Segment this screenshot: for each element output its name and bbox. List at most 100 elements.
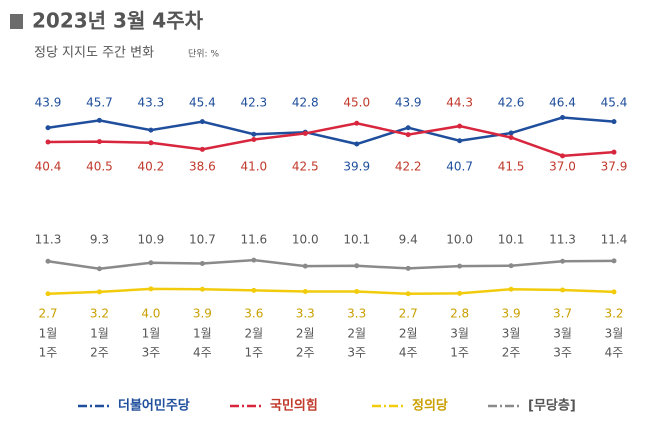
x-tick-label: 1주: [39, 346, 58, 360]
x-tick-label: 2월: [244, 327, 263, 341]
data-point: [611, 258, 617, 264]
data-point: [508, 135, 514, 140]
legend-label: 더불어민주당: [118, 398, 190, 414]
data-point: [148, 260, 154, 266]
value-label: 3.7: [553, 307, 572, 321]
x-tick-label: 3월: [605, 327, 624, 341]
title-marker: [10, 14, 23, 29]
x-tick-label: 2월: [399, 327, 418, 341]
value-label: 10.1: [498, 233, 525, 247]
value-label: 2.7: [38, 307, 57, 321]
x-tick-label: 2주: [296, 346, 315, 360]
value-label: 45.4: [601, 96, 628, 110]
data-point: [405, 265, 411, 271]
value-label: 11.3: [35, 233, 62, 247]
data-point: [199, 119, 205, 125]
x-tick-label: 2주: [90, 346, 109, 360]
value-label: 10.0: [292, 233, 319, 247]
data-point: [560, 287, 566, 293]
data-point: [354, 289, 360, 295]
data-point: [611, 289, 617, 295]
data-point: [45, 258, 51, 264]
data-point: [457, 123, 463, 129]
data-point: [96, 139, 102, 145]
data-point: [457, 290, 463, 296]
data-point: [45, 291, 51, 297]
legend-label: 정의당: [412, 398, 448, 414]
data-point: [251, 287, 257, 293]
series-line: [47, 258, 615, 271]
x-tick-label: 3주: [142, 346, 161, 360]
data-point: [251, 257, 257, 263]
value-label: 37.0: [549, 160, 576, 174]
data-point: [405, 291, 411, 297]
data-point: [96, 117, 102, 123]
value-label: 3.6: [244, 307, 263, 321]
series-line: [47, 121, 615, 158]
value-label: 10.7: [189, 233, 216, 247]
value-label: 40.4: [35, 160, 62, 174]
data-point: [251, 131, 257, 137]
legend-label: [무당층]: [528, 398, 576, 414]
value-label: 45.7: [86, 96, 113, 110]
data-point: [405, 125, 411, 131]
value-label: 45.0: [343, 96, 370, 110]
data-point: [199, 146, 205, 152]
value-label: 10.1: [343, 233, 370, 247]
series-line: [47, 116, 615, 146]
x-tick-label: 2월: [296, 327, 315, 341]
value-label: 2.7: [399, 307, 418, 321]
value-label: 39.9: [343, 160, 370, 174]
data-point: [508, 263, 514, 269]
data-point: [45, 125, 51, 131]
data-point: [508, 286, 514, 292]
x-tick-label: 1월: [142, 327, 161, 341]
value-label: 43.9: [35, 96, 62, 110]
value-label: 11.4: [601, 233, 628, 247]
value-label: 38.6: [189, 160, 216, 174]
data-point: [560, 153, 566, 159]
x-tick-label: 1주: [450, 346, 469, 360]
x-tick-label: 1월: [39, 327, 58, 341]
x-tick-label: 4주: [605, 346, 624, 360]
value-label: 3.9: [193, 307, 212, 321]
data-point: [199, 286, 205, 292]
x-tick-label: 4주: [399, 346, 418, 360]
value-label: 2.8: [450, 307, 469, 321]
data-point: [611, 119, 617, 125]
data-point: [302, 130, 308, 136]
value-label: 10.0: [446, 233, 473, 247]
value-label: 46.4: [549, 96, 576, 110]
series-line: [47, 287, 615, 296]
value-label: 10.9: [138, 233, 165, 247]
data-point: [508, 130, 514, 136]
data-point: [354, 141, 360, 147]
value-label: 3.2: [604, 307, 623, 321]
value-label: 9.3: [90, 233, 109, 247]
value-label: 3.3: [347, 307, 366, 321]
value-label: 41.0: [240, 160, 267, 174]
chart-subtitle: 정당 지지도 주간 변화: [34, 46, 154, 61]
value-label: 37.9: [601, 160, 628, 174]
x-tick-label: 1월: [193, 327, 212, 341]
data-point: [302, 263, 308, 269]
value-label: 3.9: [502, 307, 521, 321]
value-label: 43.9: [395, 96, 422, 110]
value-label: 42.2: [395, 160, 422, 174]
data-point: [354, 120, 360, 126]
value-label: 3.2: [90, 307, 109, 321]
value-label: 4.0: [141, 307, 160, 321]
value-label: 43.3: [138, 96, 165, 110]
x-tick-label: 4주: [193, 346, 212, 360]
chart-title: 2023년 3월 4주차: [32, 9, 204, 33]
value-label: 3.3: [296, 307, 315, 321]
data-point: [560, 115, 566, 121]
value-label: 45.4: [189, 96, 216, 110]
legend-label: 국민의힘: [270, 398, 318, 414]
value-label: 42.6: [498, 96, 525, 110]
data-point: [302, 289, 308, 295]
data-point: [457, 138, 463, 144]
x-tick-label: 3주: [347, 346, 366, 360]
value-label: 40.2: [138, 160, 165, 174]
